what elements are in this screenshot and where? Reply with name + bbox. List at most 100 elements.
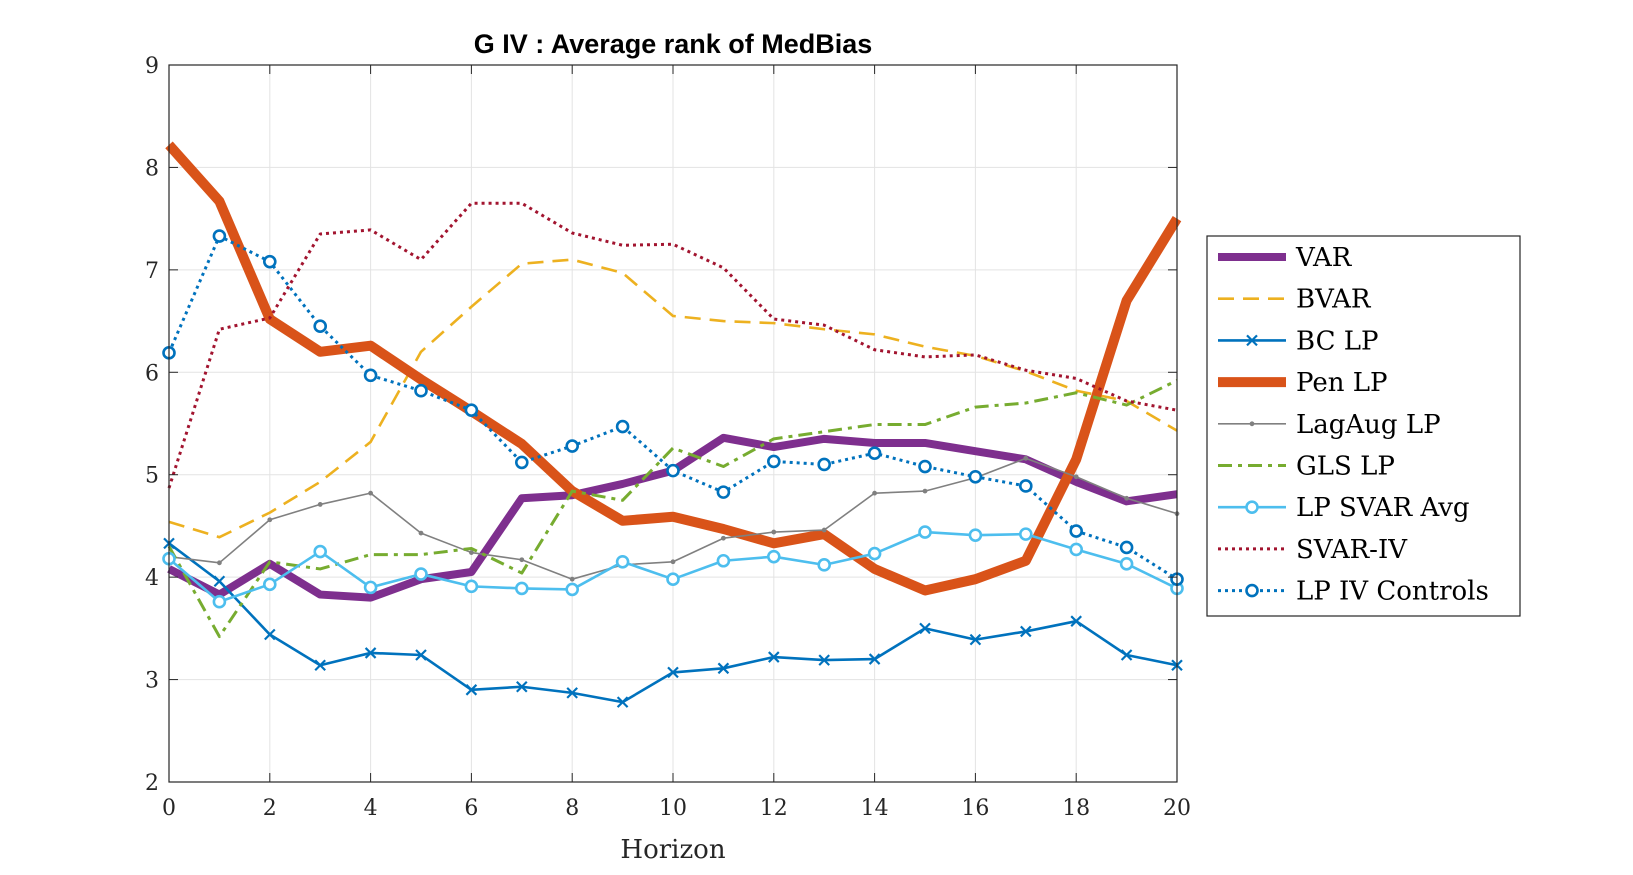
data-point-lp-svar-avg — [666, 572, 680, 586]
data-point-bc-lp — [314, 659, 326, 672]
legend-marker — [1245, 583, 1259, 598]
y-tick-label: 7 — [145, 259, 159, 284]
data-point-lp-svar-avg — [565, 582, 580, 597]
data-point-bc-lp — [1120, 649, 1133, 661]
data-point-lp-svar-avg — [514, 581, 529, 596]
data-point-bc-lp — [919, 622, 931, 635]
legend-entry-bc-lp: BC LP — [1218, 326, 1379, 356]
data-point-bc-lp — [415, 649, 427, 661]
x-tick-label: 4 — [364, 796, 378, 821]
series-bvar — [168, 258, 1178, 539]
data-point-lp-iv-controls — [867, 446, 882, 461]
data-point-lagaug-lp — [922, 488, 928, 494]
data-point-lp-svar-avg — [313, 544, 328, 559]
x-tick-label: 6 — [464, 796, 478, 821]
data-point-bc-lp — [667, 666, 679, 679]
data-point-lagaug-lp — [368, 490, 373, 496]
data-point-lp-svar-avg — [968, 528, 983, 542]
data-point-bc-lp — [616, 696, 629, 708]
legend-label: BVAR — [1296, 285, 1372, 315]
legend-marker — [1249, 421, 1255, 427]
data-point-lp-svar-avg — [817, 558, 832, 572]
legend-box — [1206, 235, 1521, 617]
y-tick-label: 3 — [145, 669, 159, 694]
x-tick-label: 16 — [961, 796, 989, 821]
data-point-lp-iv-controls — [363, 368, 378, 383]
y-tick-label: 9 — [145, 54, 159, 79]
data-point-lp-svar-avg — [414, 567, 428, 581]
data-point-bc-lp — [717, 662, 730, 675]
data-point-lp-iv-controls — [968, 469, 983, 484]
data-point-bc-lp — [264, 628, 276, 641]
data-point-bc-lp — [868, 653, 881, 665]
data-point-bc-lp — [818, 654, 830, 666]
legend-marker — [1245, 500, 1259, 515]
data-point-lagaug-lp — [1124, 495, 1129, 501]
data-point-lagaug-lp — [821, 527, 827, 533]
data-point-lagaug-lp — [670, 559, 676, 565]
data-point-lagaug-lp — [418, 530, 424, 536]
legend-label: BC LP — [1296, 326, 1379, 356]
data-point-lp-svar-avg — [464, 579, 479, 594]
data-point-lp-svar-avg — [867, 546, 882, 561]
data-point-lagaug-lp — [771, 529, 777, 535]
data-point-bc-lp — [213, 575, 226, 588]
data-point-lp-iv-controls — [817, 457, 832, 472]
legend-label: VAR — [1295, 243, 1353, 273]
legend-label: LP SVAR Avg — [1296, 493, 1470, 523]
data-point-lagaug-lp — [1073, 474, 1079, 480]
data-point-lp-iv-controls — [514, 455, 529, 470]
data-point-lagaug-lp — [519, 557, 525, 563]
series-line-bvar — [168, 258, 1178, 539]
data-point-lagaug-lp — [1023, 455, 1029, 461]
data-point-lagaug-lp — [267, 517, 273, 523]
data-point-lp-iv-controls — [464, 403, 479, 417]
series-line-lp-iv-controls — [167, 234, 1178, 581]
x-axis-label: Horizon — [620, 835, 725, 865]
legend-entry-svar-iv: SVAR-IV — [1218, 535, 1408, 565]
series-layer — [162, 141, 1184, 708]
legend-label: SVAR-IV — [1296, 535, 1408, 565]
data-point-lagaug-lp — [469, 550, 474, 555]
data-point-bc-lp — [364, 647, 377, 659]
data-point-bc-lp — [516, 680, 528, 693]
y-tick-label: 6 — [145, 361, 159, 386]
data-point-bc-lp — [1070, 615, 1082, 627]
data-point-bc-lp — [969, 633, 982, 646]
data-point-bc-lp — [465, 684, 478, 696]
data-point-lp-iv-controls — [1119, 540, 1134, 555]
data-point-lp-svar-avg — [918, 525, 932, 539]
data-point-lp-iv-controls — [565, 439, 580, 453]
data-point-lp-iv-controls — [716, 485, 731, 499]
data-point-lp-svar-avg — [1069, 542, 1083, 557]
data-point-lp-iv-controls — [1019, 479, 1033, 493]
legend-entry-bvar: BVAR — [1218, 285, 1372, 315]
data-point-lp-iv-controls — [313, 319, 328, 333]
series-lagaug-lp — [166, 455, 1180, 582]
legend-label: LP IV Controls — [1296, 577, 1489, 607]
data-point-lp-svar-avg — [766, 549, 781, 564]
data-point-lp-iv-controls — [615, 419, 630, 434]
x-tick-label: 18 — [1062, 796, 1090, 821]
x-tick-label: 10 — [659, 796, 687, 821]
data-point-bc-lp — [1020, 625, 1032, 638]
x-tick-label: 0 — [162, 796, 176, 821]
data-point-bc-lp — [768, 651, 780, 663]
data-point-lp-iv-controls — [766, 454, 781, 469]
legend-entry-lagaug-lp: LagAug LP — [1218, 410, 1441, 440]
x-tick-label: 14 — [861, 796, 889, 821]
chart-title: G IV : Average rank of MedBias — [474, 29, 873, 59]
data-point-lp-iv-controls — [666, 463, 680, 478]
data-point-lp-svar-avg — [212, 594, 227, 609]
legend-entry-pen-lp: Pen LP — [1218, 368, 1387, 398]
series-line-pen-lp — [165, 141, 1182, 596]
data-point-lp-svar-avg — [1019, 527, 1033, 541]
legend-entry-gls-lp: GLS LP — [1218, 452, 1395, 482]
y-tick-label: 8 — [145, 156, 159, 181]
legend-entry-lp-svar-avg: LP SVAR Avg — [1218, 493, 1470, 523]
grid — [168, 64, 1178, 783]
legend-label: Pen LP — [1296, 368, 1387, 398]
series-pen-lp — [165, 141, 1182, 596]
